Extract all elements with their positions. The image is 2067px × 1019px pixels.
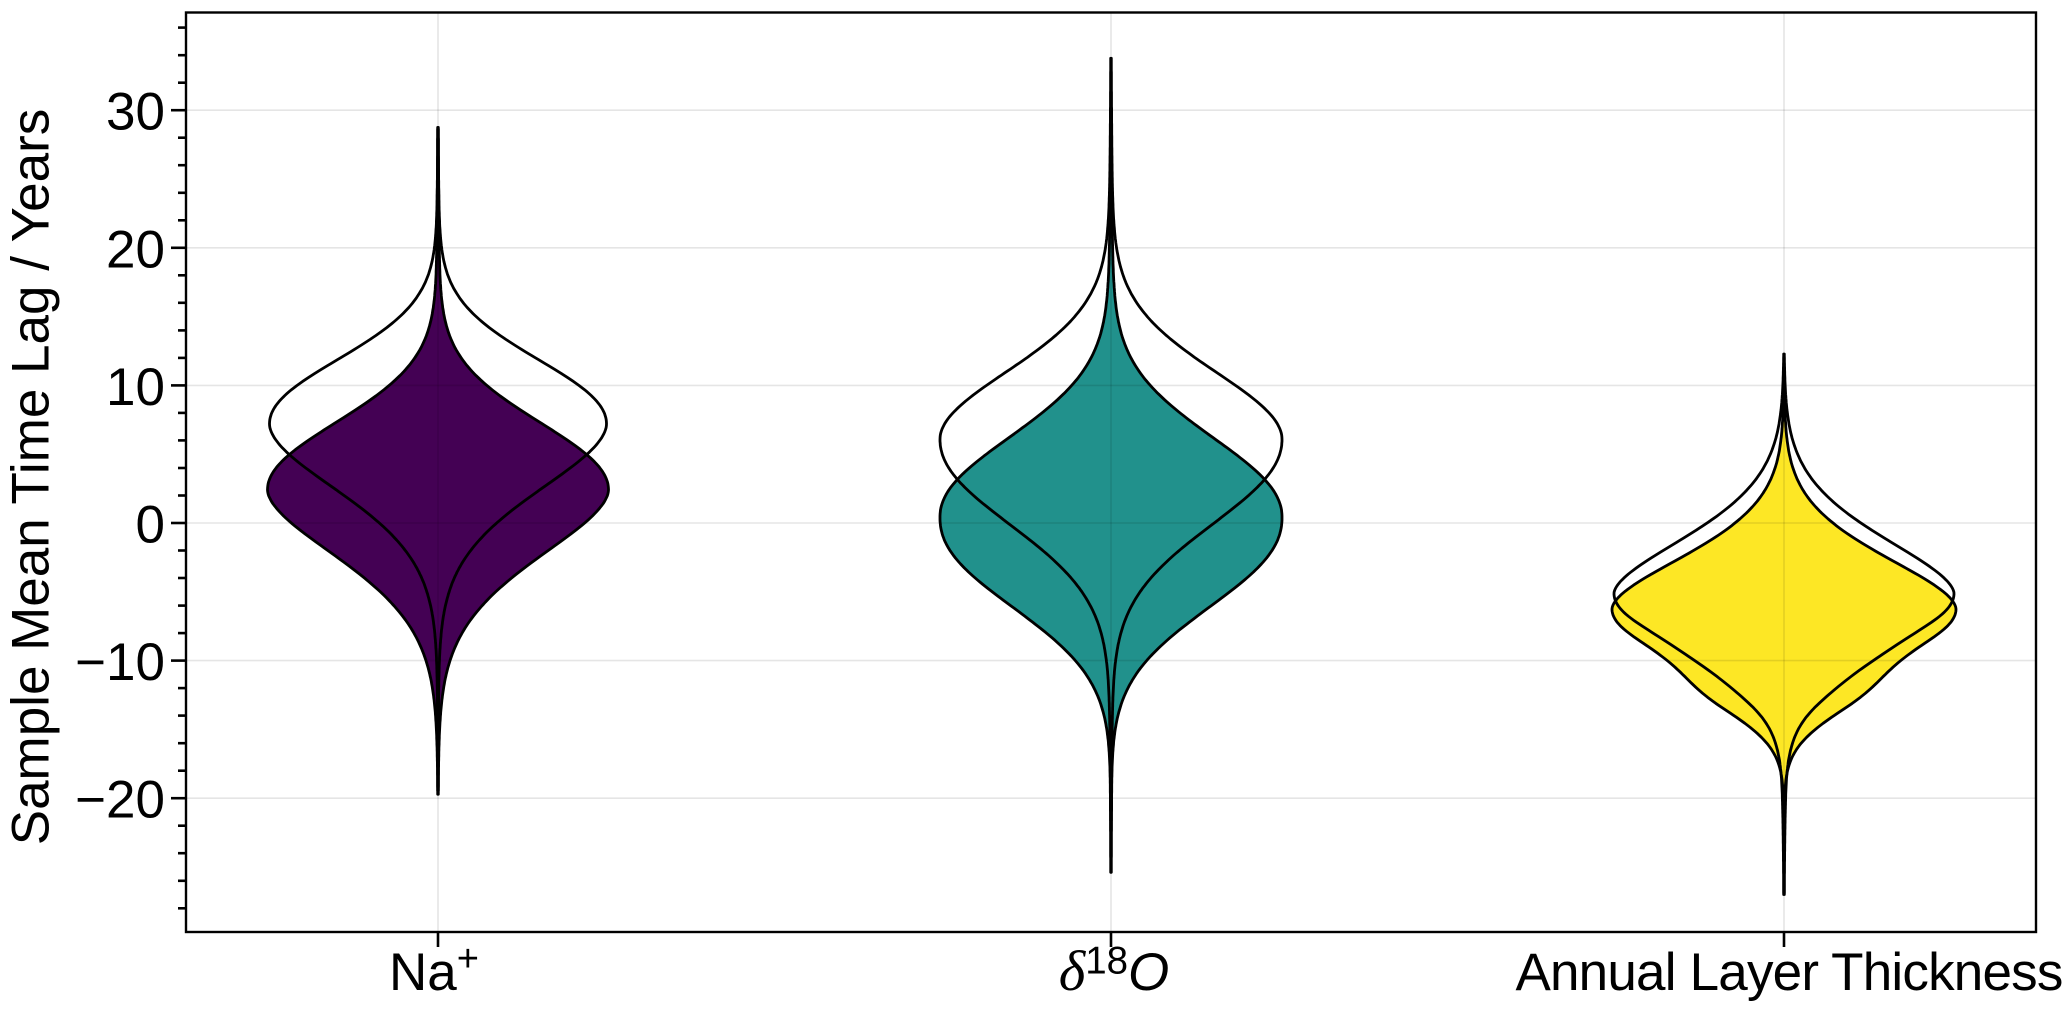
svg-text:Sample Mean Time Lag / Years: Sample Mean Time Lag / Years: [2, 109, 61, 846]
svg-text:−10: −10: [75, 633, 165, 692]
svg-text:10: 10: [106, 358, 165, 417]
svg-text:20: 20: [106, 220, 165, 279]
svg-text:δ18O: δ18O: [1059, 940, 1170, 1004]
svg-text:Annual Layer Thickness: Annual Layer Thickness: [1515, 943, 2062, 1002]
svg-text:30: 30: [106, 83, 165, 142]
svg-text:0: 0: [136, 496, 165, 555]
svg-text:−20: −20: [75, 771, 165, 830]
